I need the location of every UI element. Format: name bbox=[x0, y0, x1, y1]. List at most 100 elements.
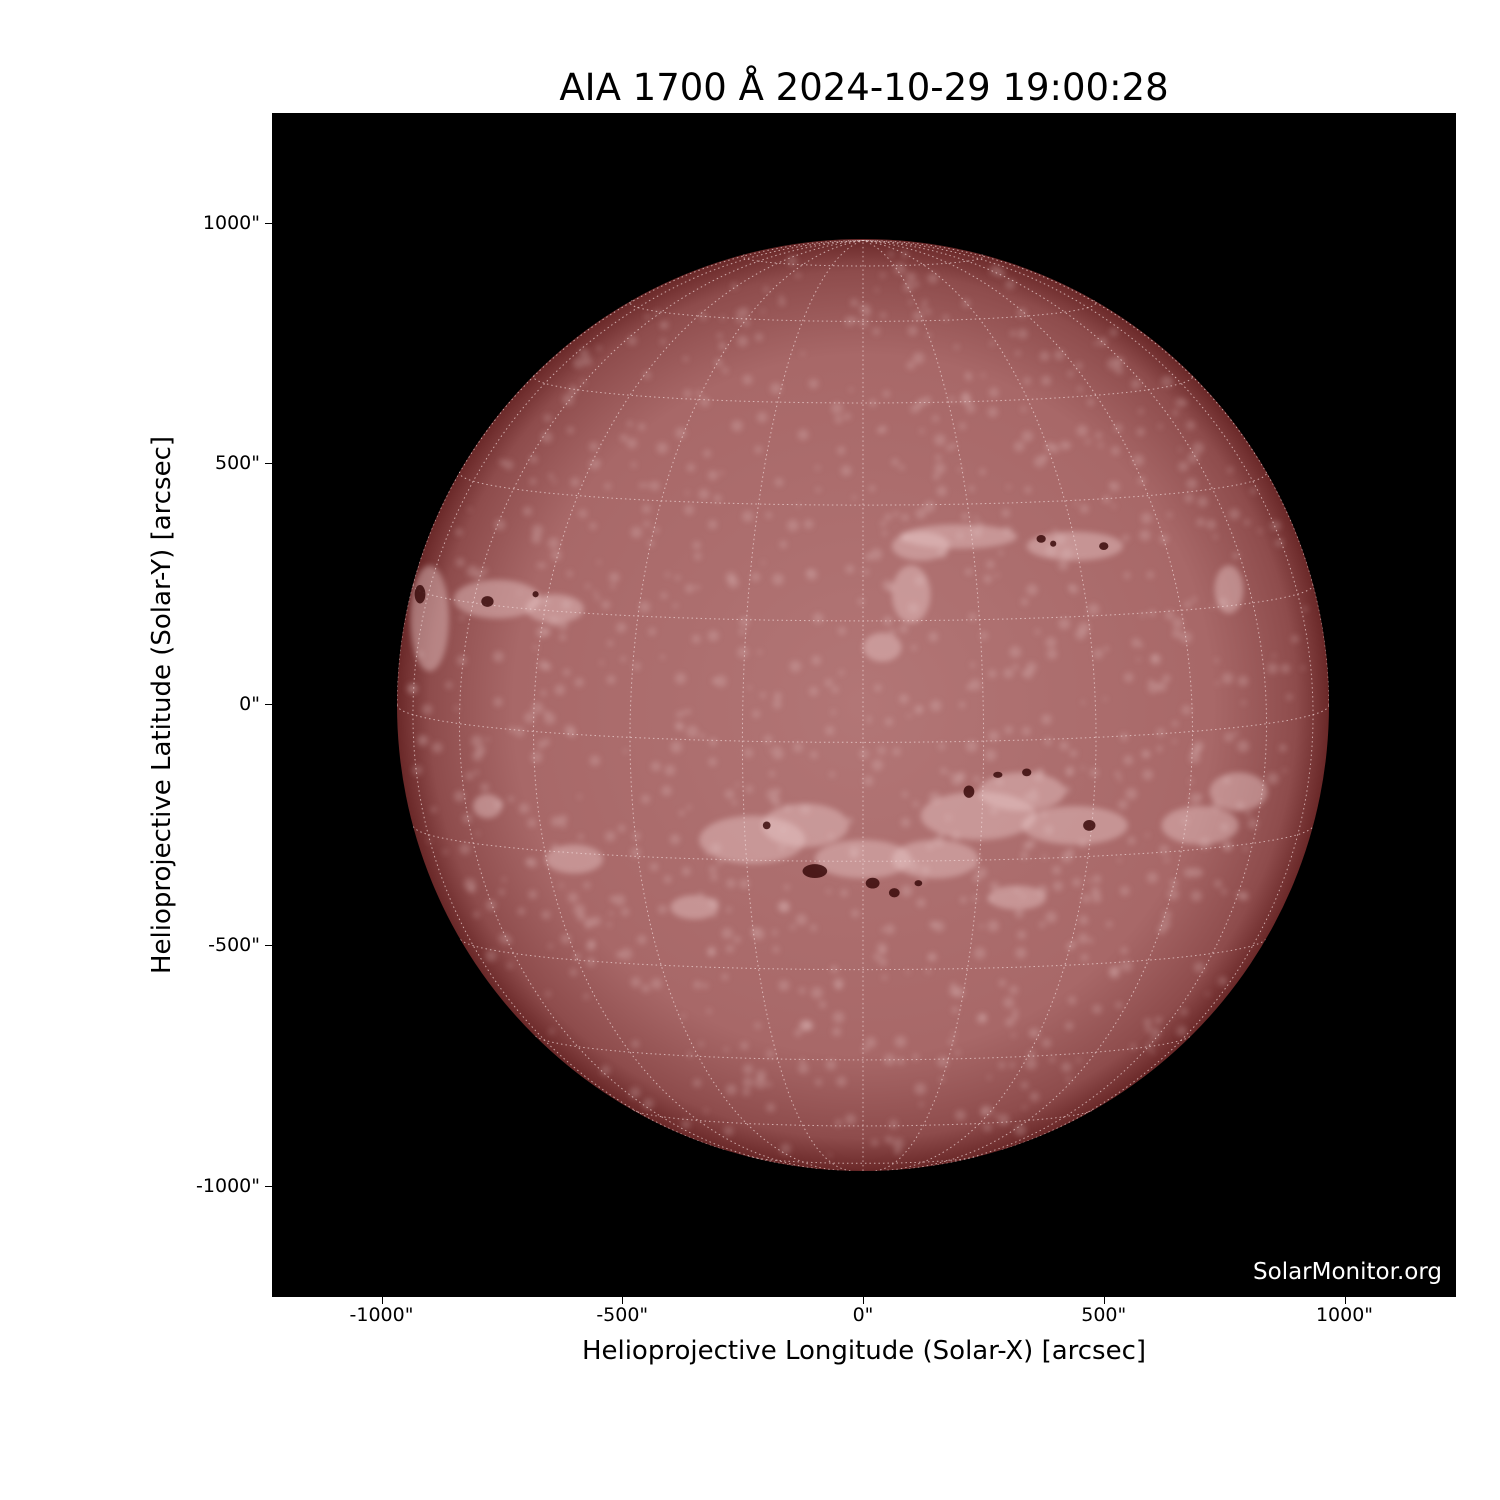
network-bright-point bbox=[696, 390, 702, 396]
network-bright-point bbox=[455, 528, 462, 535]
network-bright-point bbox=[790, 924, 795, 929]
network-bright-point bbox=[1076, 1058, 1081, 1063]
x-tick-mark bbox=[622, 1297, 623, 1304]
network-bright-point bbox=[1068, 584, 1073, 589]
network-bright-point bbox=[606, 675, 615, 684]
network-bright-point bbox=[859, 318, 868, 327]
network-bright-point bbox=[682, 710, 687, 715]
network-bright-point bbox=[1141, 513, 1152, 524]
network-bright-point bbox=[589, 522, 596, 529]
network-bright-point bbox=[609, 572, 620, 583]
network-bright-point bbox=[960, 896, 967, 903]
network-bright-point bbox=[567, 570, 573, 576]
network-bright-point bbox=[1120, 733, 1129, 742]
network-bright-point bbox=[883, 390, 891, 398]
network-bright-point bbox=[559, 634, 566, 641]
network-bright-point bbox=[899, 532, 909, 542]
network-bright-point bbox=[793, 743, 803, 753]
network-bright-point bbox=[934, 463, 945, 474]
network-bright-point bbox=[517, 907, 525, 915]
network-bright-point bbox=[531, 534, 541, 544]
network-bright-point bbox=[673, 603, 678, 608]
network-bright-point bbox=[1060, 441, 1069, 450]
network-bright-point bbox=[740, 1042, 748, 1050]
network-bright-point bbox=[761, 561, 765, 565]
network-bright-point bbox=[888, 251, 894, 257]
network-bright-point bbox=[859, 749, 869, 759]
network-bright-point bbox=[698, 1041, 703, 1046]
network-bright-point bbox=[459, 615, 464, 620]
network-bright-point bbox=[826, 1060, 837, 1071]
network-bright-point bbox=[1221, 889, 1227, 895]
network-bright-point bbox=[831, 402, 843, 414]
network-bright-point bbox=[623, 749, 628, 754]
network-bright-point bbox=[537, 740, 545, 748]
network-bright-point bbox=[570, 477, 580, 487]
network-bright-point bbox=[1131, 638, 1141, 648]
network-bright-point bbox=[754, 446, 762, 454]
network-bright-point bbox=[951, 1006, 958, 1013]
network-bright-point bbox=[940, 767, 947, 774]
network-bright-point bbox=[595, 595, 600, 600]
network-bright-point bbox=[1004, 726, 1013, 735]
network-bright-point bbox=[523, 507, 532, 516]
network-bright-point bbox=[1013, 664, 1019, 670]
network-bright-point bbox=[771, 797, 781, 807]
network-bright-point bbox=[1241, 700, 1246, 705]
x-tick-label: 0" bbox=[853, 1304, 874, 1326]
network-bright-point bbox=[813, 613, 824, 624]
network-bright-point bbox=[973, 776, 980, 783]
network-bright-point bbox=[1093, 649, 1103, 659]
network-bright-point bbox=[988, 731, 999, 742]
network-bright-point bbox=[1110, 328, 1118, 336]
network-bright-point bbox=[881, 928, 885, 932]
network-bright-point bbox=[620, 434, 628, 442]
network-bright-point bbox=[955, 1050, 961, 1056]
network-bright-point bbox=[774, 692, 782, 700]
network-bright-point bbox=[648, 628, 656, 636]
network-bright-point bbox=[928, 955, 933, 960]
network-bright-point bbox=[1090, 768, 1099, 777]
network-bright-point bbox=[596, 346, 601, 351]
network-bright-point bbox=[1053, 528, 1058, 533]
network-bright-point bbox=[700, 733, 706, 739]
network-bright-point bbox=[1258, 529, 1263, 534]
network-bright-point bbox=[735, 316, 742, 323]
network-bright-point bbox=[986, 560, 995, 569]
network-bright-point bbox=[914, 1083, 926, 1095]
sunspot bbox=[532, 591, 538, 597]
network-bright-point bbox=[1026, 1059, 1037, 1070]
network-bright-point bbox=[642, 984, 650, 992]
network-bright-point bbox=[912, 1054, 919, 1061]
network-bright-point bbox=[908, 603, 919, 614]
network-bright-point bbox=[899, 694, 909, 704]
network-bright-point bbox=[1115, 357, 1124, 366]
network-bright-point bbox=[1148, 679, 1153, 684]
network-bright-point bbox=[1045, 442, 1054, 451]
network-bright-point bbox=[499, 933, 509, 943]
network-bright-point bbox=[604, 483, 611, 490]
network-bright-point bbox=[724, 1047, 729, 1052]
network-bright-point bbox=[987, 896, 993, 902]
network-bright-point bbox=[880, 273, 885, 278]
network-bright-point bbox=[891, 458, 899, 466]
network-bright-point bbox=[1003, 668, 1013, 678]
network-bright-point bbox=[772, 574, 784, 586]
network-bright-point bbox=[906, 361, 915, 370]
network-bright-point bbox=[699, 489, 710, 500]
sunspot bbox=[803, 864, 828, 878]
network-bright-point bbox=[1072, 878, 1081, 887]
network-bright-point bbox=[1047, 649, 1058, 660]
network-bright-point bbox=[679, 810, 685, 816]
network-bright-point bbox=[705, 852, 709, 856]
network-bright-point bbox=[531, 702, 543, 714]
network-bright-point bbox=[676, 711, 683, 718]
network-bright-point bbox=[892, 1138, 903, 1149]
network-bright-point bbox=[639, 482, 645, 488]
network-bright-point bbox=[476, 831, 480, 835]
network-bright-point bbox=[548, 473, 553, 478]
network-bright-point bbox=[457, 655, 467, 665]
network-bright-point bbox=[1194, 962, 1205, 973]
network-bright-point bbox=[1022, 430, 1033, 441]
network-bright-point bbox=[685, 491, 689, 495]
